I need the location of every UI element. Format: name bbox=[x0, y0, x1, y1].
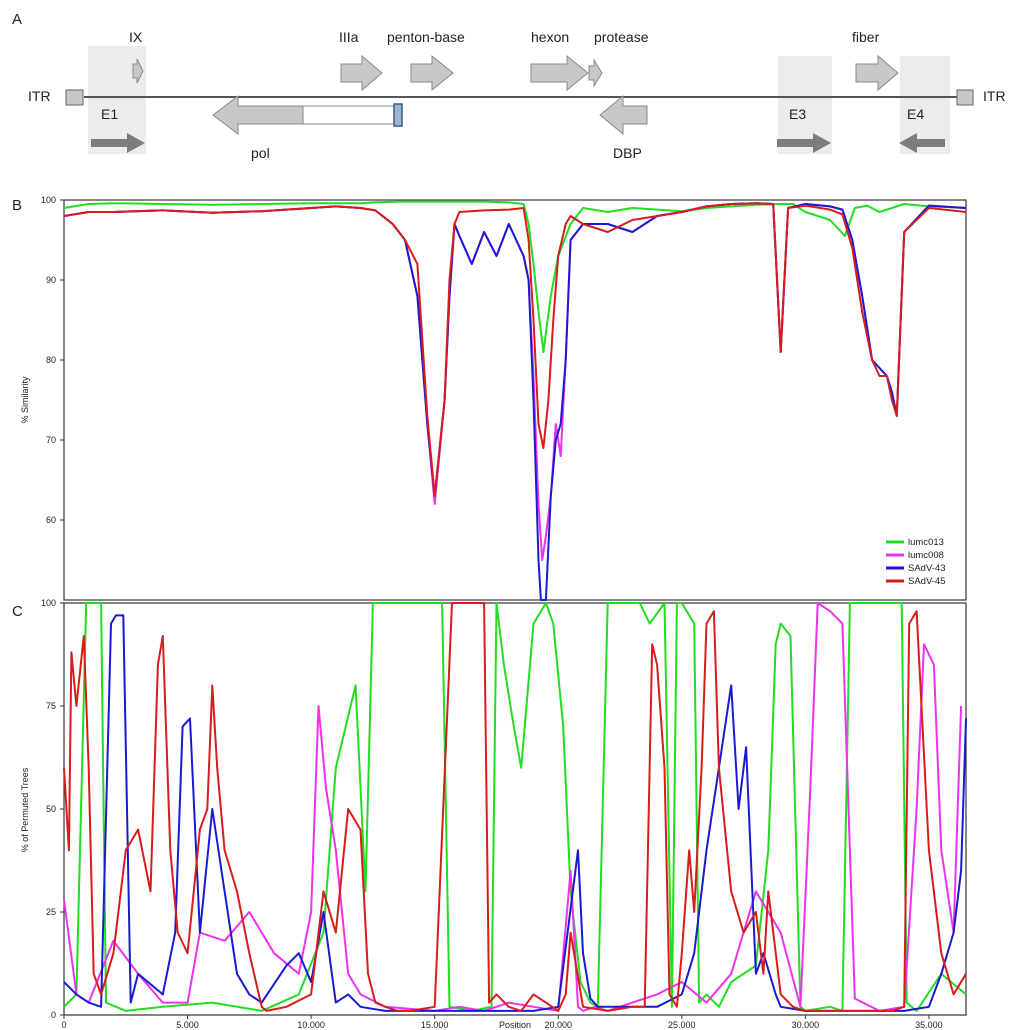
similarity-series bbox=[63, 200, 967, 601]
bootscan-x-tick-label: 5.000 bbox=[176, 1020, 199, 1030]
similarity-legend-label-lumc008: lumc008 bbox=[908, 550, 944, 561]
bootscan-y-tick-label: 100 bbox=[41, 598, 56, 608]
similarity-chart: B 60 70 80 90 100 % Similarity lumc013 lumc00… bbox=[12, 195, 967, 601]
gene-pol-marker bbox=[393, 103, 403, 127]
similarity-y-ticks: 60 70 80 90 100 bbox=[41, 195, 64, 525]
itr-right-label: ITR bbox=[983, 88, 1006, 104]
bootscan-x-tick-label: 0 bbox=[61, 1020, 66, 1030]
gene-penton-base-arrow bbox=[410, 54, 454, 92]
bootscan-plot-frame bbox=[63, 602, 967, 1016]
region-e3-arrow bbox=[777, 133, 831, 153]
gene-pol-arrow bbox=[212, 94, 304, 136]
itr-right-box bbox=[956, 89, 974, 106]
bootscan-x-tick-label: 15.000 bbox=[421, 1020, 449, 1030]
bootscan-x-tick-label: 25.000 bbox=[668, 1020, 696, 1030]
genome-map: A ITR ITR IX IIIa penton-base hexon prot… bbox=[12, 11, 1006, 161]
region-e4-arrow bbox=[899, 133, 945, 153]
gene-dbp-label: DBP bbox=[613, 145, 642, 161]
similarity-y-tick-label: 70 bbox=[46, 435, 56, 445]
bootscan-x-axis-title: Position bbox=[499, 1020, 531, 1030]
region-shade-e4 bbox=[900, 56, 950, 154]
region-e1-label: E1 bbox=[101, 106, 118, 122]
gene-fiber-arrow bbox=[855, 54, 899, 92]
bootscan-series bbox=[63, 602, 967, 1012]
gene-penton-base-label: penton-base bbox=[387, 29, 465, 45]
bootscan-y-axis-title: % of Permuted Trees bbox=[20, 767, 30, 852]
bootscan-line-sadv-43 bbox=[63, 614, 967, 1012]
gene-iiia-arrow bbox=[340, 54, 383, 92]
panel-label-b: B bbox=[12, 197, 22, 214]
bootscan-y-ticks: 0 25 50 75 100 bbox=[41, 598, 64, 1020]
gene-pol-label: pol bbox=[251, 145, 270, 161]
gene-hexon-label: hexon bbox=[531, 29, 569, 45]
similarity-legend: lumc013 lumc008 SAdV-43 SAdV-45 bbox=[886, 537, 946, 587]
similarity-line-lumc013 bbox=[63, 200, 967, 353]
similarity-y-tick-label: 80 bbox=[46, 355, 56, 365]
gene-ix-arrow bbox=[132, 58, 144, 84]
panel-label-a: A bbox=[12, 11, 22, 28]
bootscan-x-tick-label: 20.000 bbox=[544, 1020, 572, 1030]
bootscan-line-lumc008 bbox=[63, 602, 963, 1012]
bootscan-x-tick-label: 10.000 bbox=[297, 1020, 325, 1030]
bootscan-line-sadv-45 bbox=[63, 602, 967, 1012]
gene-hexon-arrow bbox=[530, 54, 589, 92]
similarity-y-tick-label: 60 bbox=[46, 515, 56, 525]
itr-left-box bbox=[65, 89, 84, 106]
gene-ix-label: IX bbox=[129, 29, 143, 45]
bootscan-x-ticks: 0 5.000 10.000 15.000 20.000 25.000 30.000 35.0… bbox=[61, 1015, 943, 1030]
similarity-line-sadv-45 bbox=[63, 202, 967, 497]
similarity-legend-label-lumc013: lumc013 bbox=[908, 537, 944, 548]
region-e1-arrow bbox=[91, 133, 145, 153]
bootscan-y-tick-label: 50 bbox=[46, 804, 56, 814]
region-shade-e3 bbox=[778, 56, 832, 154]
similarity-y-tick-label: 90 bbox=[46, 275, 56, 285]
similarity-legend-label-sadv-45: SAdV-45 bbox=[908, 576, 946, 587]
panel-label-c: C bbox=[12, 603, 23, 620]
gene-dbp-arrow bbox=[599, 94, 648, 136]
gene-protease-label: protease bbox=[594, 29, 649, 45]
bootscan-y-tick-label: 25 bbox=[46, 907, 56, 917]
bootscan-chart: C 0 25 50 75 100 0 5.000 10.000 15.000 20.000 25.… bbox=[12, 598, 967, 1030]
similarity-y-tick-label: 100 bbox=[41, 195, 56, 205]
bootscan-y-tick-label: 75 bbox=[46, 701, 56, 711]
gene-pol-intron bbox=[302, 105, 396, 125]
bootscan-x-tick-label: 35.000 bbox=[915, 1020, 943, 1030]
itr-left-label: ITR bbox=[28, 88, 51, 104]
bootscan-x-tick-label: 30.000 bbox=[792, 1020, 820, 1030]
gene-iiia-label: IIIa bbox=[339, 29, 359, 45]
region-e3-label: E3 bbox=[789, 106, 806, 122]
gene-fiber-label: fiber bbox=[852, 29, 880, 45]
similarity-legend-label-sadv-43: SAdV-43 bbox=[908, 563, 946, 574]
bootscan-y-tick-label: 0 bbox=[51, 1010, 56, 1020]
gene-protease-arrow bbox=[588, 58, 603, 88]
region-e4-label: E4 bbox=[907, 106, 924, 122]
similarity-plot-frame bbox=[63, 199, 967, 601]
similarity-y-axis-title: % Similarity bbox=[20, 376, 30, 424]
